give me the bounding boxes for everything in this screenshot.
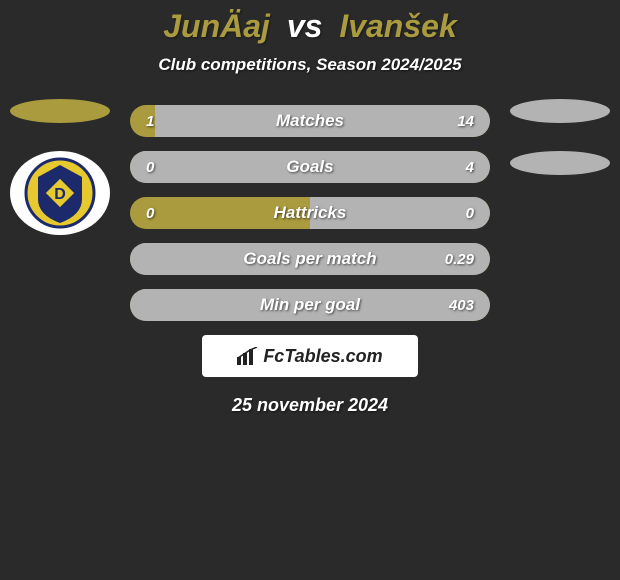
stat-label: Matches — [130, 111, 490, 131]
stat-value-right: 0.29 — [445, 251, 474, 268]
stat-value-right: 14 — [457, 113, 474, 130]
right-column — [510, 99, 610, 203]
brand-text: FcTables.com — [263, 346, 382, 367]
stat-value-right: 403 — [449, 297, 474, 314]
date-line: 25 november 2024 — [0, 395, 620, 416]
main-area: D 1Matches140Goals40Hattricks0Goals per … — [0, 105, 620, 321]
stat-label: Goals per match — [130, 249, 490, 269]
player2-ellipse-1 — [510, 99, 610, 123]
comparison-card: JunÄaj vs Ivanšek Club competitions, Sea… — [0, 0, 620, 580]
player1-ellipse — [10, 99, 110, 123]
player2-ellipse-2 — [510, 151, 610, 175]
left-column: D — [10, 99, 110, 235]
player2-name: Ivanšek — [339, 8, 456, 44]
page-title: JunÄaj vs Ivanšek — [0, 0, 620, 45]
brand-label: FcTables.com — [237, 346, 382, 367]
club-crest-icon: D — [24, 157, 96, 229]
player1-name: JunÄaj — [163, 8, 270, 44]
crest-initial: D — [54, 186, 66, 203]
stat-rows: 1Matches140Goals40Hattricks0Goals per ma… — [130, 105, 490, 321]
stat-row: 0Goals4 — [130, 151, 490, 183]
stat-row: 1Matches14 — [130, 105, 490, 137]
stat-row: Min per goal403 — [130, 289, 490, 321]
stat-value-right: 0 — [466, 205, 474, 222]
bars-icon — [237, 347, 259, 365]
stat-row: Goals per match0.29 — [130, 243, 490, 275]
vs-label: vs — [287, 8, 323, 44]
stat-label: Goals — [130, 157, 490, 177]
club-badge: D — [10, 151, 110, 235]
brand-box[interactable]: FcTables.com — [202, 335, 418, 377]
stat-label: Hattricks — [130, 203, 490, 223]
crest-svg-icon: D — [24, 157, 96, 229]
stat-value-right: 4 — [466, 159, 474, 176]
subtitle: Club competitions, Season 2024/2025 — [0, 55, 620, 75]
stat-row: 0Hattricks0 — [130, 197, 490, 229]
stat-label: Min per goal — [130, 295, 490, 315]
